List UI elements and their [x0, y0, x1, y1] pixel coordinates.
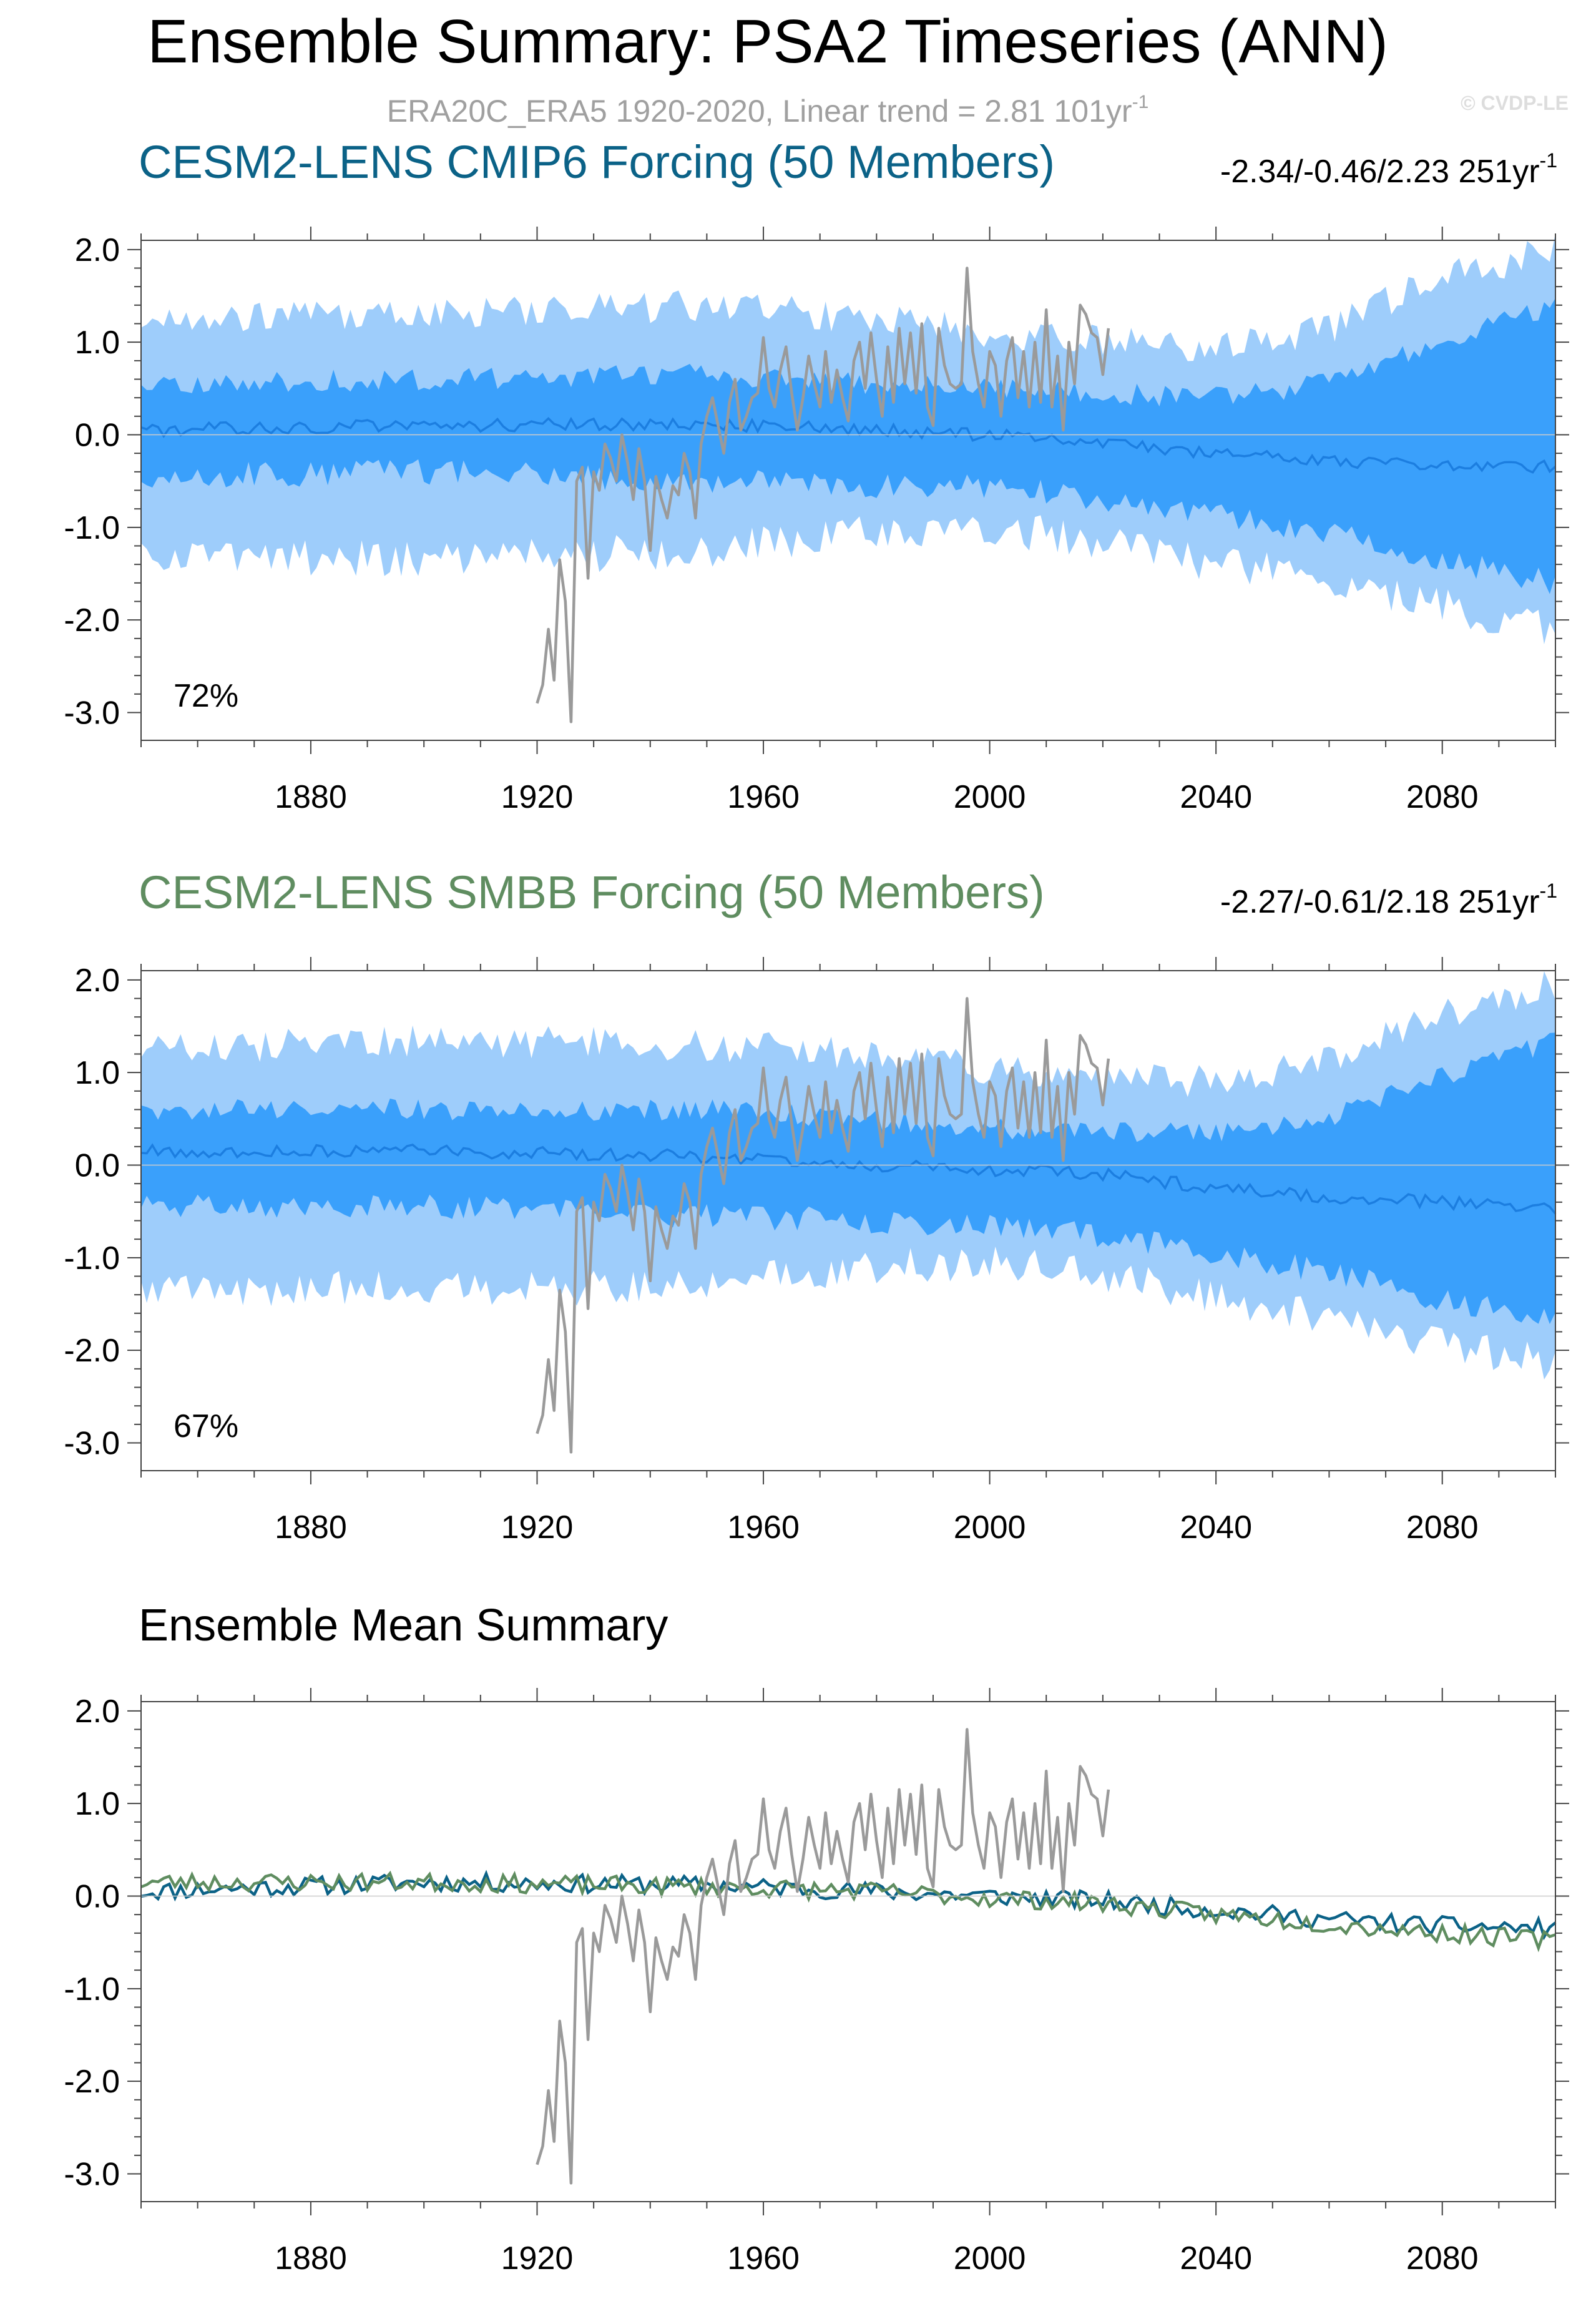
- y-tick-label: -1.0: [64, 1240, 120, 1277]
- x-tick-label: 1920: [501, 2240, 574, 2277]
- observed-series-line: [536, 1728, 1110, 2185]
- x-tick-label: 2080: [1406, 2240, 1479, 2277]
- ensemble-mean-line: [140, 1143, 1557, 1215]
- x-tick-label: 1920: [501, 779, 574, 815]
- y-tick-label: 0.0: [75, 1148, 120, 1184]
- y-tick-label: -1.0: [64, 1971, 120, 2008]
- y-tick-label: 0.0: [75, 1879, 120, 1915]
- panel-cmip6-trend: -2.34/-0.46/2.23 251yr-1: [1220, 149, 1557, 190]
- percent-label: 67%: [174, 1408, 238, 1444]
- figure-subtitle-main: ERA20C_ERA5 1920-2020, Linear trend = 2.…: [387, 94, 1132, 129]
- observed-series-line: [536, 267, 1110, 723]
- x-tick-label: 1880: [275, 779, 347, 815]
- y-tick-label: 0.0: [75, 418, 120, 454]
- x-tick-label: 1880: [275, 1509, 347, 1546]
- panel-cmip6: CESM2-LENS CMIP6 Forcing (50 Members) -2…: [64, 136, 1569, 815]
- y-tick-label: -2.0: [64, 1333, 120, 1369]
- watermark: © CVDP-LE: [1461, 92, 1569, 114]
- x-tick-label: 2040: [1180, 779, 1252, 815]
- panel-cmip6-title: CESM2-LENS CMIP6 Forcing (50 Members): [139, 136, 1055, 188]
- percent-label: 72%: [174, 678, 238, 714]
- observed-series-line: [536, 997, 1110, 1454]
- ensemble-inner-band: [141, 298, 1555, 594]
- y-tick-label: -3.0: [64, 2157, 120, 2193]
- ensemble-inner-band: [141, 1032, 1555, 1325]
- x-tick-label: 1960: [727, 2240, 800, 2277]
- x-tick-label: 1880: [275, 2240, 347, 2277]
- x-tick-label: 1960: [727, 1509, 800, 1546]
- x-tick-label: 2000: [954, 779, 1026, 815]
- ensemble-mean-smbb-line: [140, 1870, 1556, 1953]
- panel-smbb-trend-sup: -1: [1540, 880, 1557, 902]
- y-tick-label: 2.0: [75, 232, 120, 268]
- panel-cmip6-trend-text: -2.34/-0.46/2.23 251yr: [1220, 154, 1540, 190]
- panel-ensemble-mean-title: Ensemble Mean Summary: [139, 1601, 668, 1650]
- panel-smbb: CESM2-LENS SMBB Forcing (50 Members) -2.…: [64, 866, 1569, 1546]
- y-tick-label: -3.0: [64, 695, 120, 732]
- x-tick-label: 2040: [1180, 2240, 1252, 2277]
- x-tick-label: 1920: [501, 1509, 574, 1546]
- panel-smbb-title: CESM2-LENS SMBB Forcing (50 Members): [139, 866, 1045, 918]
- y-tick-label: -2.0: [64, 2064, 120, 2100]
- figure-subtitle-sup: -1: [1132, 92, 1149, 112]
- y-tick-label: 1.0: [75, 325, 120, 361]
- panel-ensemble-mean: Ensemble Mean Summary 2.0 1.0 0.0 -1.0 -2.0 -…: [64, 1601, 1569, 2277]
- x-tick-label: 2080: [1406, 779, 1479, 815]
- y-tick-label: -1.0: [64, 510, 120, 546]
- ensemble-mean-line: [140, 416, 1557, 474]
- panel-smbb-trend: -2.27/-0.61/2.18 251yr-1: [1220, 880, 1557, 920]
- x-tick-label: 2080: [1406, 1509, 1479, 1546]
- y-tick-label: 2.0: [75, 963, 120, 999]
- x-tick-label: 2040: [1180, 1509, 1252, 1546]
- y-tick-label: 1.0: [75, 1786, 120, 1822]
- x-tick-label: 2000: [954, 2240, 1026, 2277]
- y-tick-label: 2.0: [75, 1694, 120, 1730]
- x-tick-label: 2000: [954, 1509, 1026, 1546]
- x-tick-label: 1960: [727, 779, 800, 815]
- panel-smbb-trend-text: -2.27/-0.61/2.18 251yr: [1220, 884, 1540, 920]
- y-tick-label: -3.0: [64, 1426, 120, 1462]
- panel-cmip6-trend-sup: -1: [1540, 149, 1557, 172]
- y-tick-label: -2.0: [64, 602, 120, 639]
- figure-title: Ensemble Summary: PSA2 Timeseries (ANN): [147, 7, 1388, 76]
- y-tick-label: 1.0: [75, 1055, 120, 1091]
- figure-subtitle: ERA20C_ERA5 1920-2020, Linear trend = 2.…: [387, 92, 1149, 129]
